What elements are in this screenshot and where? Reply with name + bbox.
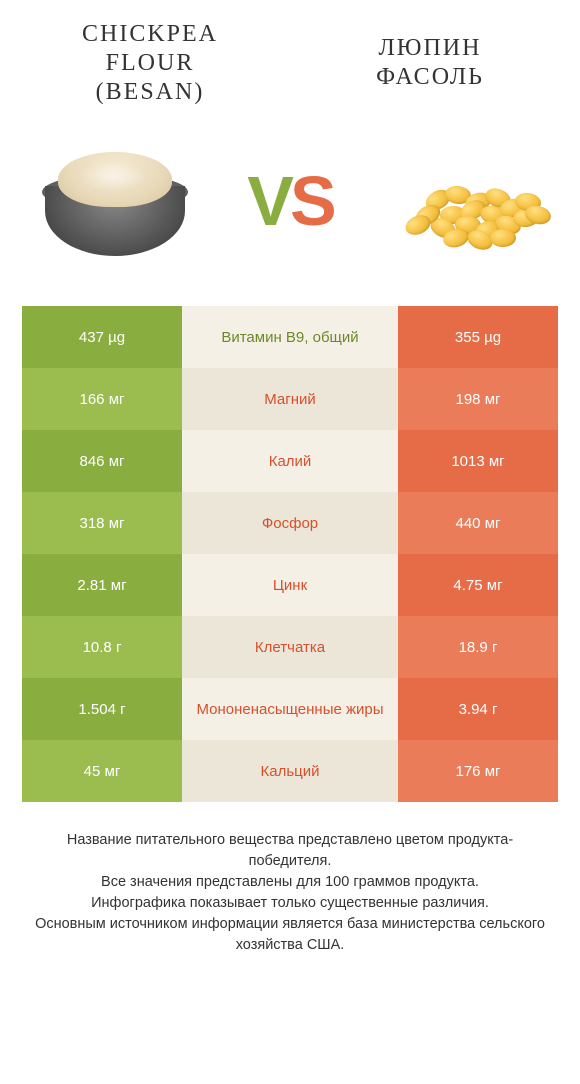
right-value: 176 мг: [398, 740, 558, 802]
footer-line3: Инфографика показывает только существенн…: [30, 893, 550, 914]
left-value: 437 µg: [22, 306, 182, 368]
chickpea-flour-image: [30, 131, 200, 271]
nutrient-label: Мононенасыщенные жиры: [182, 678, 398, 740]
title-left: Chickpea flour (besan): [40, 20, 260, 106]
left-value: 166 мг: [22, 368, 182, 430]
table-row: 45 мгКальций176 мг: [22, 740, 558, 802]
footer-line4: Основным источником информации является …: [30, 914, 550, 956]
table-row: 1.504 гМононенасыщенные жиры3.94 г: [22, 678, 558, 740]
table-row: 2.81 мгЦинк4.75 мг: [22, 554, 558, 616]
left-value: 45 мг: [22, 740, 182, 802]
images-row: VS: [0, 116, 580, 306]
nutrient-label: Клетчатка: [182, 616, 398, 678]
nutrient-label: Кальций: [182, 740, 398, 802]
right-value: 440 мг: [398, 492, 558, 554]
left-value: 846 мг: [22, 430, 182, 492]
title-left-line3: (besan): [40, 78, 260, 107]
footer-notes: Название питательного вещества представл…: [0, 802, 580, 956]
vs-s: S: [290, 162, 333, 240]
right-value: 1013 мг: [398, 430, 558, 492]
right-value: 198 мг: [398, 368, 558, 430]
table-row: 166 мгМагний198 мг: [22, 368, 558, 430]
lupin-beans-image: [380, 131, 550, 271]
nutrient-label: Магний: [182, 368, 398, 430]
nutrient-label: Цинк: [182, 554, 398, 616]
nutrient-label: Фосфор: [182, 492, 398, 554]
bean-icon: [490, 229, 516, 247]
nutrient-label: Калий: [182, 430, 398, 492]
nutrition-table: 437 µgВитамин B9, общий355 µg166 мгМагни…: [0, 306, 580, 802]
title-right: Люпин Фасоль: [320, 34, 540, 92]
table-row: 10.8 гКлетчатка18.9 г: [22, 616, 558, 678]
vs-label: VS: [247, 161, 332, 241]
footer-line2: Все значения представлены для 100 граммо…: [30, 872, 550, 893]
left-value: 2.81 мг: [22, 554, 182, 616]
title-left-line1: Chickpea: [40, 20, 260, 49]
vs-v: V: [247, 162, 290, 240]
nutrient-label: Витамин B9, общий: [182, 306, 398, 368]
right-value: 4.75 мг: [398, 554, 558, 616]
right-value: 355 µg: [398, 306, 558, 368]
right-value: 18.9 г: [398, 616, 558, 678]
right-value: 3.94 г: [398, 678, 558, 740]
table-row: 846 мгКалий1013 мг: [22, 430, 558, 492]
table-row: 437 µgВитамин B9, общий355 µg: [22, 306, 558, 368]
title-right-line1: Люпин: [320, 34, 540, 63]
left-value: 318 мг: [22, 492, 182, 554]
title-left-line2: flour: [40, 49, 260, 78]
left-value: 1.504 г: [22, 678, 182, 740]
table-row: 318 мгФосфор440 мг: [22, 492, 558, 554]
header: Chickpea flour (besan) Люпин Фасоль: [0, 0, 580, 116]
title-right-line2: Фасоль: [320, 63, 540, 92]
footer-line1: Название питательного вещества представл…: [30, 830, 550, 872]
left-value: 10.8 г: [22, 616, 182, 678]
